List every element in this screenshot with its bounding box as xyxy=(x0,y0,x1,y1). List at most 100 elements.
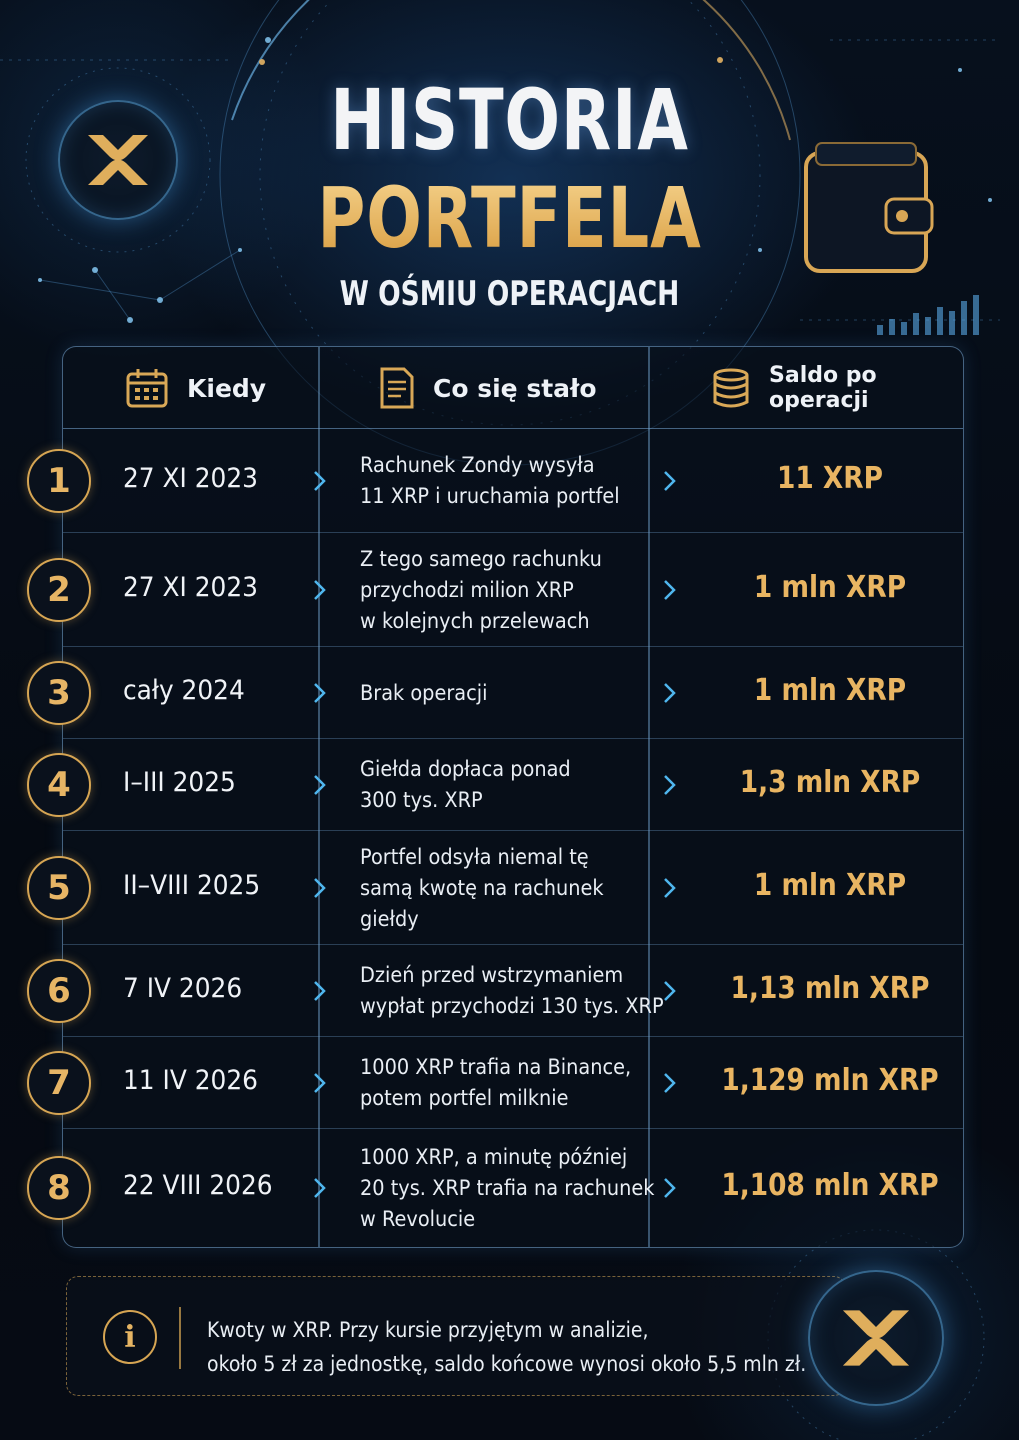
column-divider xyxy=(648,347,650,1247)
chevron-right-icon xyxy=(664,1178,676,1198)
row-balance: 11 XRP xyxy=(777,461,883,496)
info-note: i Kwoty w XRP. Przy kursie przyjętym w a… xyxy=(66,1276,846,1396)
column-header-balance: Saldo po operacji xyxy=(711,347,963,429)
row-date: cały 2024 xyxy=(123,675,245,706)
row-number-badge: 7 xyxy=(27,1051,91,1115)
history-table: Kiedy Co się stało Saldo po operacji 1 27… xyxy=(27,346,964,1248)
row-balance: 1,129 mln XRP xyxy=(721,1063,939,1098)
xrp-logo-icon xyxy=(58,100,178,220)
chevron-right-icon xyxy=(314,580,326,600)
chevron-right-icon xyxy=(664,683,676,703)
row-number-badge: 3 xyxy=(27,661,91,725)
description-line: Portfel odsyła niemal tę xyxy=(360,844,589,869)
row-number-badge: 8 xyxy=(27,1156,91,1220)
row-balance: 1,108 mln XRP xyxy=(721,1168,939,1203)
row-number-badge: 6 xyxy=(27,959,91,1023)
row-description: 1000 XRP trafia na Binance, potem portfel… xyxy=(360,1052,632,1114)
chevron-right-icon xyxy=(314,775,326,795)
row-description: Rachunek Zondy wysyła 11 XRP i uruchamia … xyxy=(360,450,627,512)
row-description: Z tego samego rachunku przychodzi milion … xyxy=(360,544,627,637)
table-row: 8 22 VIII 2026 1000 XRP, a minutę później 2… xyxy=(27,1129,963,1247)
note-line: około 5 zł za jednostkę, saldo końcowe w… xyxy=(207,1352,807,1376)
calendar-icon xyxy=(126,369,168,408)
table-row: 3 cały 2024 Brak operacji 1 mln XRP xyxy=(27,647,963,739)
description-line: 11 XRP i uruchamia portfel xyxy=(360,484,620,508)
row-date: 27 XI 2023 xyxy=(123,463,258,494)
chevron-right-icon xyxy=(664,471,676,491)
row-date: 22 VIII 2026 xyxy=(123,1170,273,1201)
note-divider xyxy=(179,1307,181,1369)
row-date: I–III 2025 xyxy=(123,767,236,798)
row-number-badge: 1 xyxy=(27,449,91,513)
row-description: Dzień przed wstrzymaniem wypłat przychodz… xyxy=(360,960,664,1022)
description-line: Rachunek Zondy wysyła xyxy=(360,453,595,477)
chevron-right-icon xyxy=(314,878,326,898)
row-number-badge: 4 xyxy=(27,753,91,817)
chevron-right-icon xyxy=(664,981,676,1001)
description-line: Giełda dopłaca ponad xyxy=(360,757,571,781)
info-icon: i xyxy=(103,1310,157,1364)
description-line: 1000 XRP trafia na Binance, xyxy=(360,1055,632,1079)
table-header: Kiedy Co się stało Saldo po operacji xyxy=(63,347,963,429)
table-row: 4 I–III 2025 Giełda dopłaca ponad 300 tys. … xyxy=(27,739,963,831)
note-line: Kwoty w XRP. Przy kursie przyjętym w ana… xyxy=(207,1318,649,1342)
description-line: Dzień przed wstrzymaniem xyxy=(360,963,624,987)
row-description: Portfel odsyła niemal tę samą kwotę na ra… xyxy=(360,842,627,935)
chevron-right-icon xyxy=(314,471,326,491)
column-header-when: Kiedy xyxy=(125,347,266,429)
description-line: Brak operacji xyxy=(360,680,488,705)
header: HISTORIA PORTFELA W OŚMIU OPERACJACH xyxy=(0,70,1019,320)
row-number-badge: 2 xyxy=(27,558,91,622)
row-description: Brak operacji xyxy=(360,678,627,709)
row-date: 27 XI 2023 xyxy=(123,572,258,603)
chevron-right-icon xyxy=(664,878,676,898)
column-label: Kiedy xyxy=(187,373,267,403)
description-line: 20 tys. XRP trafia na rachunek xyxy=(360,1175,655,1200)
xrp-logo-icon xyxy=(808,1270,944,1406)
row-number-badge: 5 xyxy=(27,856,91,920)
row-balance: 1,13 mln XRP xyxy=(730,971,930,1006)
page-subtitle: W OŚMIU OPERACJACH xyxy=(339,274,680,314)
table-row: 6 7 IV 2026 Dzień przed wstrzymaniem wypłat… xyxy=(27,945,963,1037)
document-icon xyxy=(380,367,414,409)
column-divider xyxy=(318,347,320,1247)
note-text: Kwoty w XRP. Przy kursie przyjętym w ana… xyxy=(207,1313,807,1381)
description-line: 300 tys. XRP xyxy=(360,788,483,812)
column-label: Saldo po operacji xyxy=(769,363,877,413)
row-description: Giełda dopłaca ponad 300 tys. XRP xyxy=(360,754,627,816)
description-line: w kolejnych przelewach xyxy=(360,608,590,633)
chevron-right-icon xyxy=(664,775,676,795)
description-line: Z tego samego rachunku xyxy=(360,546,602,571)
chevron-right-icon xyxy=(314,1073,326,1093)
row-balance: 1 mln XRP xyxy=(753,673,907,708)
description-line: giełdy xyxy=(360,906,419,931)
chevron-right-icon xyxy=(664,1073,676,1093)
chevron-right-icon xyxy=(314,683,326,703)
row-date: II–VIII 2025 xyxy=(123,870,261,901)
description-line: 1000 XRP, a minutę później xyxy=(360,1144,628,1169)
row-balance: 1,3 mln XRP xyxy=(739,765,921,800)
wallet-icon xyxy=(804,142,934,273)
table-row: 5 II–VIII 2025 Portfel odsyła niemal tę sam… xyxy=(27,831,963,945)
description-line: potem portfel milknie xyxy=(360,1086,569,1110)
page-title-line1: HISTORIA xyxy=(330,71,689,169)
row-description: 1000 XRP, a minutę później 20 tys. XRP tr… xyxy=(360,1142,655,1235)
page-title-line2: PORTFELA xyxy=(112,170,907,266)
chevron-right-icon xyxy=(314,981,326,1001)
description-line: w Revolucie xyxy=(360,1206,476,1231)
table-row: 2 27 XI 2023 Z tego samego rachunku przycho… xyxy=(27,533,963,647)
description-line: wypłat przychodzi 130 tys. XRP xyxy=(360,994,664,1018)
bar-graph-decoration xyxy=(877,295,979,335)
chevron-right-icon xyxy=(664,580,676,600)
row-balance: 1 mln XRP xyxy=(753,868,907,903)
description-line: samą kwotę na rachunek xyxy=(360,875,604,900)
table-row: 1 27 XI 2023 Rachunek Zondy wysyła 11 XRP i… xyxy=(27,429,963,533)
column-header-what: Co się stało xyxy=(379,347,597,429)
description-line: przychodzi milion XRP xyxy=(360,577,574,602)
row-date: 11 IV 2026 xyxy=(123,1065,258,1096)
row-balance: 1 mln XRP xyxy=(753,570,907,605)
coin-stack-icon xyxy=(713,368,749,408)
chevron-right-icon xyxy=(314,1178,326,1198)
table-row: 7 11 IV 2026 1000 XRP trafia na Binance, po… xyxy=(27,1037,963,1129)
column-label: Co się stało xyxy=(433,373,597,403)
